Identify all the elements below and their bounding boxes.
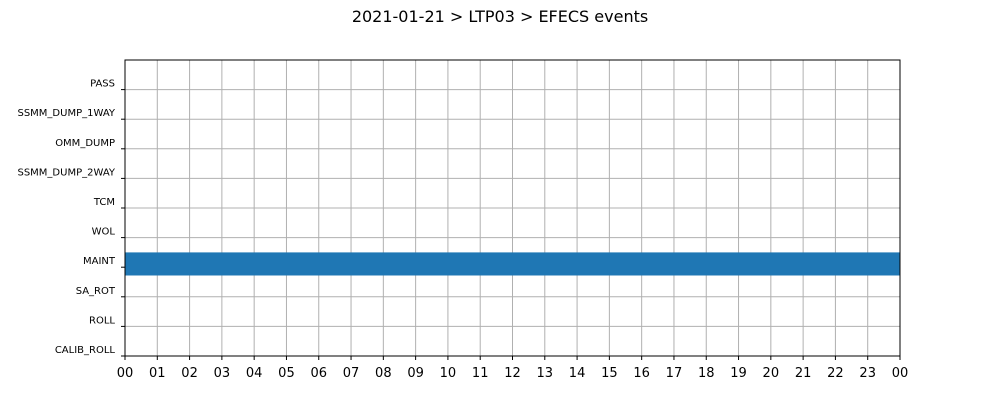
event-bars [125, 252, 900, 276]
x-tick-label: 04 [246, 366, 263, 381]
x-tick-label: 09 [407, 366, 424, 381]
x-tick-label: 13 [537, 366, 554, 381]
y-tick-label: PASS [90, 79, 115, 90]
x-tick-label: 12 [504, 366, 521, 381]
y-tick-label: SA_ROT [76, 286, 116, 297]
y-tick-label: SSMM_DUMP_2WAY [17, 167, 115, 178]
x-tick-label: 02 [181, 366, 198, 381]
x-tick-label: 17 [666, 366, 683, 381]
x-tick-label: 11 [472, 366, 489, 381]
grid [125, 60, 900, 356]
y-tick-label: SSMM_DUMP_1WAY [17, 108, 115, 119]
y-axis: PASS SSMM_DUMP_1WAY OMM_DUMP SSMM_DUMP_2WAY… [17, 79, 125, 357]
x-tick-label: 07 [343, 366, 360, 381]
x-tick-label: 06 [310, 366, 327, 381]
x-tick-label: 21 [795, 366, 812, 381]
y-tick-label: TCM [93, 197, 115, 208]
x-tick-label: 22 [827, 366, 844, 381]
x-tick-label: 03 [214, 366, 231, 381]
y-tick-label: CALIB_ROLL [55, 345, 116, 356]
x-tick-label: 20 [763, 366, 780, 381]
x-tick-label: 14 [569, 366, 586, 381]
event-bar [125, 252, 900, 276]
x-tick-label: 00 [117, 366, 134, 381]
x-tick-label: 10 [440, 366, 457, 381]
y-tick-label: WOL [92, 227, 116, 238]
x-tick-label: 23 [859, 366, 876, 381]
y-tick-label: OMM_DUMP [55, 138, 115, 149]
y-tick-label: ROLL [89, 315, 115, 326]
chart-title: 2021-01-21 > LTP03 > EFECS events [352, 7, 648, 26]
x-tick-label: 19 [730, 366, 747, 381]
x-tick-label: 15 [601, 366, 618, 381]
x-tick-label: 05 [278, 366, 295, 381]
x-axis: 00 01 02 03 04 05 06 07 08 09 10 11 12 13 14 15 16 17 18 19… [117, 356, 909, 381]
x-tick-label: 00 [892, 366, 909, 381]
y-tick-label: MAINT [83, 256, 116, 267]
x-tick-label: 16 [633, 366, 650, 381]
x-tick-label: 08 [375, 366, 392, 381]
x-tick-label: 01 [149, 366, 166, 381]
x-tick-label: 18 [698, 366, 715, 381]
